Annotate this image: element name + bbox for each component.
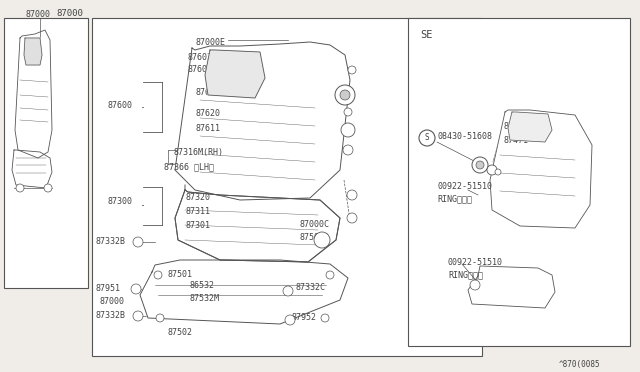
Bar bbox=[408, 18, 630, 346]
Circle shape bbox=[348, 66, 356, 74]
Polygon shape bbox=[508, 112, 552, 142]
Text: 87951: 87951 bbox=[95, 284, 120, 293]
Circle shape bbox=[340, 90, 350, 100]
Polygon shape bbox=[490, 110, 592, 228]
Text: 87952: 87952 bbox=[292, 313, 317, 322]
Circle shape bbox=[133, 237, 143, 247]
Text: 87611: 87611 bbox=[196, 124, 221, 133]
Polygon shape bbox=[468, 266, 555, 308]
Bar bbox=[4, 18, 88, 288]
Text: 87311: 87311 bbox=[186, 207, 211, 216]
Circle shape bbox=[344, 108, 352, 116]
Text: 87316M(RH): 87316M(RH) bbox=[174, 148, 224, 157]
Text: 87602(LOCK): 87602(LOCK) bbox=[188, 53, 243, 62]
Text: 08430-51608: 08430-51608 bbox=[437, 132, 492, 141]
Circle shape bbox=[419, 130, 435, 146]
Text: 87603(FREE): 87603(FREE) bbox=[188, 65, 243, 74]
Text: 86532: 86532 bbox=[190, 281, 215, 290]
Circle shape bbox=[487, 165, 497, 175]
Text: SE: SE bbox=[420, 30, 433, 40]
Polygon shape bbox=[175, 190, 340, 262]
Polygon shape bbox=[12, 150, 52, 188]
Text: 87501: 87501 bbox=[168, 270, 193, 279]
Circle shape bbox=[495, 169, 501, 175]
Text: 87506A: 87506A bbox=[300, 233, 330, 242]
Circle shape bbox=[44, 184, 52, 192]
Text: 87000: 87000 bbox=[100, 297, 125, 306]
Text: 87000C: 87000C bbox=[300, 220, 330, 229]
Circle shape bbox=[347, 190, 357, 200]
Polygon shape bbox=[15, 30, 52, 158]
Polygon shape bbox=[205, 50, 265, 98]
Circle shape bbox=[133, 311, 143, 321]
Circle shape bbox=[131, 284, 141, 294]
Text: 87601: 87601 bbox=[196, 88, 221, 97]
Circle shape bbox=[335, 85, 355, 105]
Circle shape bbox=[154, 271, 162, 279]
Text: ^870(0085: ^870(0085 bbox=[558, 360, 600, 369]
Circle shape bbox=[326, 271, 334, 279]
Circle shape bbox=[472, 157, 488, 173]
Text: 87532M: 87532M bbox=[190, 294, 220, 303]
Text: 87332C: 87332C bbox=[296, 283, 326, 292]
Text: 87000: 87000 bbox=[56, 9, 83, 18]
Text: 87502: 87502 bbox=[168, 328, 193, 337]
Text: 87000: 87000 bbox=[26, 10, 51, 19]
Circle shape bbox=[314, 232, 330, 248]
Text: 87000E: 87000E bbox=[196, 38, 226, 47]
Circle shape bbox=[156, 314, 164, 322]
Circle shape bbox=[341, 123, 355, 137]
Text: 00922-51510: 00922-51510 bbox=[437, 182, 492, 191]
Polygon shape bbox=[175, 190, 340, 262]
Text: 87301: 87301 bbox=[186, 221, 211, 230]
Text: 00922-51510: 00922-51510 bbox=[448, 258, 503, 267]
Text: 87620: 87620 bbox=[196, 109, 221, 118]
Polygon shape bbox=[140, 260, 348, 324]
Text: 87332B: 87332B bbox=[95, 311, 125, 320]
Text: 87600: 87600 bbox=[107, 100, 132, 109]
Circle shape bbox=[470, 280, 480, 290]
Circle shape bbox=[343, 145, 353, 155]
Polygon shape bbox=[24, 38, 42, 65]
Text: S: S bbox=[425, 134, 429, 142]
Bar bbox=[92, 18, 482, 356]
Text: 87610: 87610 bbox=[503, 122, 528, 131]
Circle shape bbox=[321, 314, 329, 322]
Text: RINGリング: RINGリング bbox=[437, 194, 472, 203]
Circle shape bbox=[16, 184, 24, 192]
Circle shape bbox=[347, 213, 357, 223]
Text: 87332B: 87332B bbox=[96, 237, 126, 246]
Circle shape bbox=[285, 315, 295, 325]
Text: 87471: 87471 bbox=[503, 136, 528, 145]
Text: RINGリング: RINGリング bbox=[448, 270, 483, 279]
Polygon shape bbox=[175, 42, 350, 200]
Text: 87300: 87300 bbox=[107, 198, 132, 206]
Circle shape bbox=[283, 286, 293, 296]
Circle shape bbox=[476, 161, 484, 169]
Text: 87320: 87320 bbox=[186, 193, 211, 202]
Text: 87366 〈LH〉: 87366 〈LH〉 bbox=[164, 162, 214, 171]
